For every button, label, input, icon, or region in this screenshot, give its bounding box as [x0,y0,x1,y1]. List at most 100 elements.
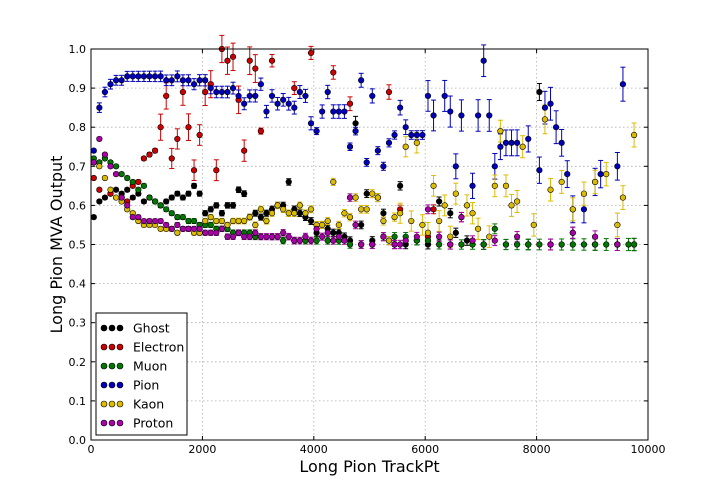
data-point [291,104,298,111]
data-point [558,178,565,186]
data-point [441,92,448,100]
legend-label: Electron [133,340,184,355]
data-point [330,237,337,244]
legend: Ghost Electron Muon Pion Kaon Proton [95,312,188,436]
data-point [179,88,187,96]
data-point [447,210,454,217]
x-tick-label: 6000 [411,443,439,456]
data-point [424,237,432,244]
data-point [614,221,621,229]
data-point [346,143,354,150]
data-point [101,151,109,158]
data-point [391,131,398,139]
data-point [263,217,270,225]
data-point [480,57,487,64]
data-point [90,147,97,154]
data-point [391,233,398,240]
data-point [190,167,198,174]
data-point [391,241,398,248]
data-point [118,171,125,178]
data-point [630,131,638,139]
data-point [486,233,493,240]
data-point [580,206,588,213]
data-point [196,77,203,84]
data-point [280,206,287,213]
y-tick-label: 0.4 [69,278,87,291]
data-point [241,147,248,154]
y-tick-label: 0.2 [69,356,87,369]
data-point [151,198,159,205]
data-point [124,202,131,209]
data-point [235,186,242,193]
data-point [112,77,120,84]
data-point [280,237,287,244]
legend-label: Pion [133,378,159,393]
data-point [408,131,415,139]
data-point [319,221,326,229]
data-point [112,186,120,193]
data-point [174,221,181,229]
data-point [207,229,214,236]
data-point [324,88,331,96]
data-point [447,108,454,115]
data-point [241,233,248,240]
data-point [369,241,376,248]
legend-item-muon: Muon [100,359,167,374]
data-point [129,178,136,186]
data-point [257,206,264,213]
data-point [380,210,387,217]
data-point [96,163,103,170]
data-point [564,171,571,178]
data-point [129,214,136,221]
data-point [107,186,114,193]
data-point [307,49,315,57]
data-point [569,229,576,236]
data-point [168,225,175,232]
data-point [96,104,103,111]
data-point [497,128,504,135]
data-point [291,210,298,217]
data-point [313,237,320,244]
data-point [424,92,432,100]
data-point [257,214,264,221]
legend-label: Kaon [133,397,164,412]
data-point [196,190,203,197]
data-point [458,241,465,248]
data-point [135,73,142,80]
data-point [213,217,220,225]
series-pion [90,57,627,213]
data-point [151,217,159,225]
data-point [257,233,264,240]
legend-marker [100,381,108,389]
data-point [419,221,426,229]
data-point [591,233,599,240]
data-point [202,217,209,225]
legend-marker [100,400,108,408]
data-point [346,214,354,221]
data-point [402,237,409,244]
data-point [135,186,142,193]
data-point [190,81,198,88]
data-point [157,73,164,80]
data-point [140,155,148,162]
legend-marker [108,400,116,408]
data-point [190,217,198,225]
data-point [441,202,448,209]
data-point [179,214,187,221]
data-point [463,237,471,244]
data-point [491,163,498,170]
data-point [246,233,253,240]
legend-marker [108,343,116,351]
data-point [374,147,381,154]
legend-item-ghost: Ghost [100,321,170,336]
data-point [146,73,153,80]
legend-marker [108,324,116,332]
data-point [525,241,532,248]
data-point [424,206,432,213]
data-point [296,88,303,96]
data-point [174,214,181,221]
data-point [124,73,131,80]
data-point [185,124,192,131]
data-point [252,65,259,72]
data-point [107,163,114,170]
